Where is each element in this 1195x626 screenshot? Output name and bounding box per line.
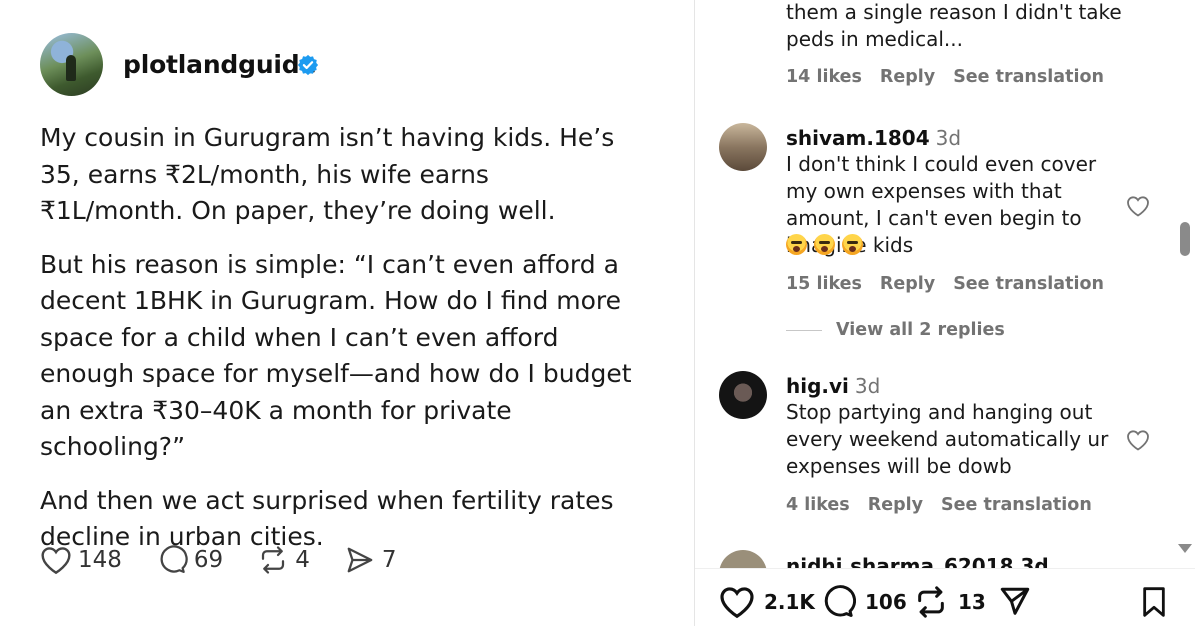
share-button[interactable]: 7 xyxy=(344,545,397,575)
crying-emoji-icon xyxy=(814,234,835,255)
view-replies-label: View all 2 replies xyxy=(836,320,1005,340)
comment-icon xyxy=(824,585,856,617)
panel-divider xyxy=(694,0,695,626)
reply-button[interactable]: Reply xyxy=(867,495,924,515)
like-button[interactable]: 148 xyxy=(40,545,122,575)
reply-button[interactable]: Reply xyxy=(879,67,936,87)
bottom-like-button[interactable]: 2.1K xyxy=(719,585,815,619)
see-translation-button[interactable]: See translation xyxy=(941,495,1092,515)
crying-emoji-icon xyxy=(786,234,807,255)
comment-icon xyxy=(160,545,188,573)
comment-time: 3d xyxy=(935,126,962,150)
see-translation-button[interactable]: See translation xyxy=(953,67,1104,87)
comments-panel[interactable]: them a single reason I didn't take peds … xyxy=(695,0,1195,626)
post-panel: plotlandguide My cousin in Gurugram isn’… xyxy=(40,33,640,580)
heart-icon xyxy=(41,547,71,575)
comment-button[interactable]: 69 xyxy=(156,545,223,575)
view-replies-button[interactable]: View all 2 replies xyxy=(786,320,1005,340)
heart-icon xyxy=(720,587,754,619)
comment-likes[interactable]: 15 likes xyxy=(786,274,862,294)
like-count: 148 xyxy=(78,547,122,573)
send-icon xyxy=(1000,587,1030,615)
comment-username-row: hig.vi 3d xyxy=(786,374,880,398)
crying-emoji-icon xyxy=(842,234,863,255)
bottom-like-count: 2.1K xyxy=(764,590,815,614)
post-paragraph: My cousin in Gurugram isn’t having kids.… xyxy=(40,123,615,225)
post-body: My cousin in Gurugram isn’t having kids.… xyxy=(40,120,640,573)
post-paragraph: And then we act surprised when fertility… xyxy=(40,485,614,552)
comment-meta: 15 likes Reply See translation xyxy=(786,274,1122,294)
comment-meta: 4 likes Reply See translation xyxy=(786,495,1110,515)
see-translation-button[interactable]: See translation xyxy=(953,274,1104,294)
post-paragraph: But his reason is simple: “I can’t even … xyxy=(40,249,632,462)
verified-badge-icon xyxy=(297,54,319,76)
comment-likes[interactable]: 4 likes xyxy=(786,495,850,515)
replies-line xyxy=(786,329,822,331)
comment-emojis xyxy=(786,234,870,259)
reply-button[interactable]: Reply xyxy=(879,274,936,294)
comment-text: Stop partying and hanging out every week… xyxy=(786,400,1109,478)
comment-meta: 14 likes Reply See translation xyxy=(786,67,1122,87)
comment-username[interactable]: hig.vi xyxy=(786,374,849,398)
author-username[interactable]: plotlandguide xyxy=(123,50,317,79)
scroll-down-arrow-icon[interactable] xyxy=(1178,544,1192,553)
commenter-avatar[interactable] xyxy=(719,371,767,419)
comment-username[interactable]: shivam.1804 xyxy=(786,126,930,150)
commenter-avatar[interactable] xyxy=(719,123,767,171)
comment-time: 3d xyxy=(854,374,881,398)
bottom-comment-button[interactable]: 106 xyxy=(820,585,907,619)
author-avatar[interactable] xyxy=(40,33,103,96)
comment-like-heart-icon[interactable] xyxy=(1126,195,1150,217)
comment-like-heart-icon[interactable] xyxy=(1126,429,1150,451)
bottom-share-button[interactable] xyxy=(997,585,1042,619)
bottom-comment-count: 106 xyxy=(865,590,907,614)
comment-count: 69 xyxy=(193,547,224,573)
bottom-action-bar: 2.1K 106 13 xyxy=(695,568,1195,626)
repost-button[interactable]: 4 xyxy=(257,545,310,575)
post-actions: 148 69 4 7 xyxy=(40,540,430,580)
comment-text: them a single reason I didn't take peds … xyxy=(786,0,1122,51)
comment-likes[interactable]: 14 likes xyxy=(786,67,862,87)
repost-icon xyxy=(262,546,285,574)
repost-count: 4 xyxy=(295,547,310,573)
share-count: 7 xyxy=(381,547,397,573)
send-icon xyxy=(347,547,373,573)
comment-username-row: shivam.1804 3d xyxy=(786,126,961,150)
scrollbar-thumb[interactable] xyxy=(1180,222,1190,256)
bookmark-icon xyxy=(1143,587,1165,617)
bottom-repost-count: 13 xyxy=(958,590,986,614)
bottom-repost-button[interactable]: 13 xyxy=(913,585,986,619)
bottom-save-button[interactable] xyxy=(1138,585,1179,619)
repost-icon xyxy=(918,586,944,618)
